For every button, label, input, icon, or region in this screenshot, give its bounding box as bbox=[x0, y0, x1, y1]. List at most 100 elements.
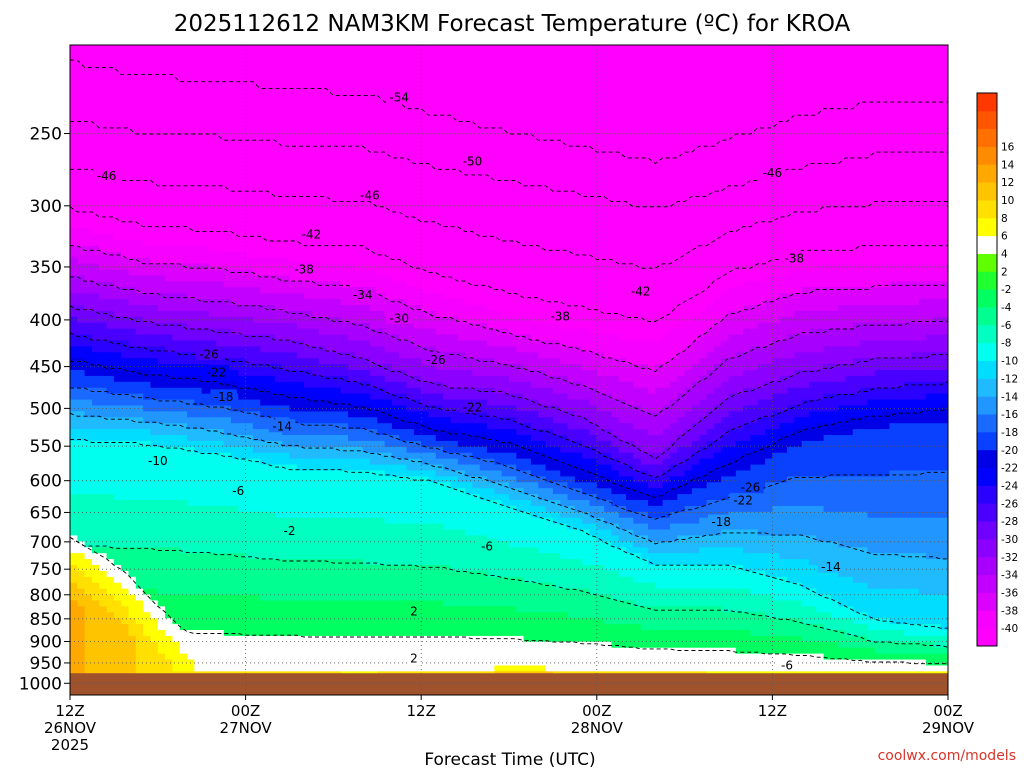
temperature-cell bbox=[187, 222, 195, 229]
temperature-cell bbox=[106, 98, 115, 105]
temperature-cell bbox=[99, 582, 108, 590]
temperature-cell bbox=[84, 470, 93, 477]
temperature-cell bbox=[377, 446, 386, 454]
temperature-cell bbox=[238, 346, 247, 353]
temperature-cell bbox=[223, 110, 232, 117]
temperature-cell bbox=[267, 470, 276, 477]
temperature-cell bbox=[194, 446, 203, 454]
temperature-cell bbox=[362, 68, 371, 76]
temperature-cell bbox=[340, 186, 349, 194]
temperature-cell bbox=[318, 299, 327, 306]
temperature-cell bbox=[245, 653, 254, 661]
temperature-cell bbox=[311, 411, 320, 418]
temperature-cell bbox=[143, 529, 152, 537]
temperature-cell bbox=[230, 234, 239, 241]
temperature-cell bbox=[150, 588, 159, 596]
temperature-cell bbox=[384, 435, 393, 442]
temperature-cell bbox=[377, 624, 386, 631]
temperature-cell bbox=[326, 257, 334, 265]
temperature-cell bbox=[179, 511, 188, 519]
temperature-cell bbox=[143, 635, 152, 643]
temperature-cell bbox=[282, 470, 291, 477]
temperature-cell bbox=[84, 482, 93, 489]
temperature-cell bbox=[274, 245, 283, 253]
temperature-cell bbox=[304, 281, 313, 288]
temperature-cell bbox=[209, 381, 217, 389]
temperature-cell bbox=[355, 529, 364, 537]
temperature-cell bbox=[355, 647, 364, 655]
temperature-cell bbox=[369, 417, 378, 424]
temperature-cell bbox=[282, 115, 291, 123]
temperature-cell bbox=[143, 234, 152, 241]
temperature-cell bbox=[113, 482, 122, 489]
temperature-cell bbox=[377, 665, 386, 672]
temperature-cell bbox=[223, 245, 232, 253]
temperature-cell bbox=[369, 653, 378, 661]
temperature-cell bbox=[172, 305, 181, 312]
temperature-cell bbox=[274, 529, 283, 537]
temperature-cell bbox=[91, 56, 100, 64]
temperature-cell bbox=[135, 151, 144, 158]
temperature-cell bbox=[223, 352, 232, 359]
temperature-cell bbox=[216, 582, 225, 590]
temperature-cell bbox=[99, 612, 108, 619]
temperature-cell bbox=[121, 163, 130, 170]
temperature-cell bbox=[106, 245, 115, 253]
temperature-cell bbox=[318, 186, 327, 194]
temperature-cell bbox=[128, 440, 137, 448]
temperature-cell bbox=[289, 505, 298, 513]
temperature-cell bbox=[340, 121, 349, 129]
temperature-cell bbox=[121, 381, 130, 389]
temperature-cell bbox=[230, 293, 239, 300]
temperature-cell bbox=[296, 133, 305, 141]
temperature-cell bbox=[377, 322, 386, 330]
temperature-cell bbox=[260, 127, 269, 135]
temperature-cell bbox=[289, 98, 298, 105]
temperature-cell bbox=[106, 352, 115, 359]
temperature-cell bbox=[216, 62, 225, 70]
temperature-cell bbox=[128, 535, 137, 542]
temperature-cell bbox=[187, 328, 195, 336]
temperature-cell bbox=[230, 523, 239, 531]
temperature-cell bbox=[216, 541, 225, 548]
temperature-cell bbox=[201, 50, 210, 58]
temperature-cell bbox=[172, 86, 181, 93]
temperature-cell bbox=[252, 570, 261, 578]
temperature-cell bbox=[348, 198, 356, 206]
temperature-cell bbox=[252, 612, 261, 619]
temperature-cell bbox=[172, 559, 181, 566]
temperature-cell bbox=[201, 405, 210, 412]
temperature-cell bbox=[84, 458, 93, 466]
temperature-cell bbox=[377, 505, 386, 513]
temperature-cell bbox=[106, 505, 115, 513]
temperature-cell bbox=[187, 387, 195, 395]
temperature-cell bbox=[216, 169, 225, 176]
temperature-cell bbox=[77, 458, 86, 466]
temperature-cell bbox=[245, 305, 254, 312]
temperature-cell bbox=[143, 92, 152, 99]
temperature-cell bbox=[296, 435, 305, 442]
temperature-cell bbox=[201, 133, 210, 141]
temperature-cell bbox=[311, 251, 320, 259]
temperature-cell bbox=[128, 133, 137, 141]
temperature-cell bbox=[260, 553, 269, 560]
temperature-cell bbox=[223, 139, 232, 147]
temperature-cell bbox=[333, 612, 342, 619]
temperature-cell bbox=[99, 624, 108, 631]
temperature-cell bbox=[252, 305, 261, 312]
temperature-cell bbox=[377, 198, 386, 206]
temperature-cell bbox=[91, 440, 100, 448]
temperature-cell bbox=[179, 340, 188, 347]
temperature-cell bbox=[179, 494, 188, 501]
temperature-cell bbox=[369, 647, 378, 655]
temperature-cell bbox=[289, 370, 298, 377]
temperature-cell bbox=[150, 104, 159, 111]
temperature-cell bbox=[362, 269, 371, 277]
temperature-cell bbox=[77, 222, 86, 229]
temperature-cell bbox=[260, 630, 269, 637]
temperature-cell bbox=[150, 204, 159, 212]
temperature-cell bbox=[384, 594, 393, 602]
temperature-cell bbox=[348, 559, 356, 566]
temperature-cell bbox=[384, 559, 393, 566]
temperature-cell bbox=[91, 411, 100, 418]
